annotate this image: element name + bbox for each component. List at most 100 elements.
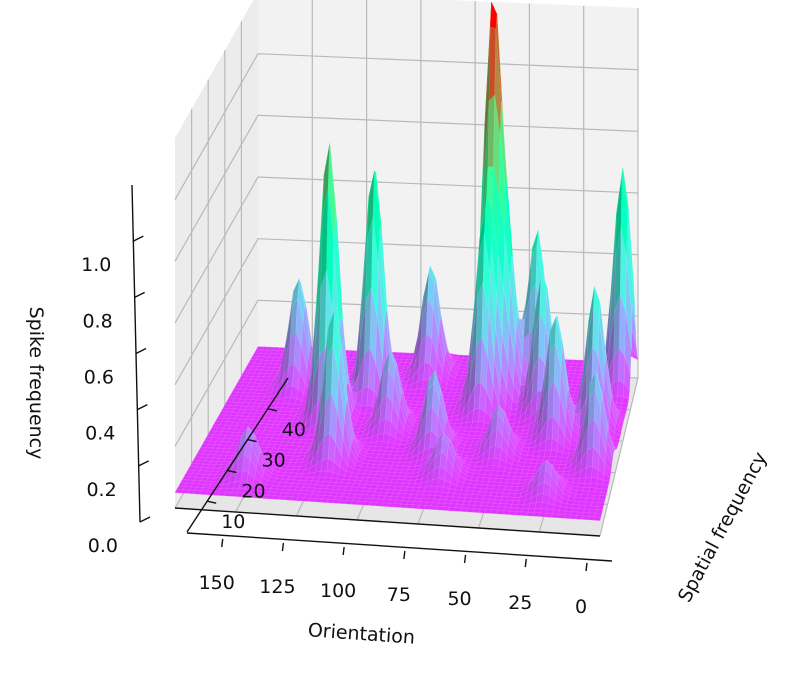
left-pane — [175, 0, 258, 508]
surface-cell — [540, 508, 548, 514]
surface-cell — [592, 495, 601, 500]
x-tick — [221, 538, 224, 548]
z-tick-label: 1.0 — [81, 254, 111, 276]
surface-cell — [589, 483, 597, 489]
z-tick — [133, 235, 144, 242]
surface-cell — [599, 491, 608, 497]
z-tick — [134, 291, 145, 298]
surface-cell — [496, 510, 505, 515]
z-grid-line — [174, 53, 639, 200]
x-tick — [281, 542, 285, 552]
surface-cell — [593, 491, 602, 496]
z-tick — [138, 460, 149, 467]
surface-cell — [514, 511, 523, 516]
surface-cell — [552, 509, 560, 515]
x-tick-label: 0 — [575, 596, 587, 618]
surface-cell — [504, 485, 512, 491]
surface-cell — [501, 475, 509, 480]
surface-cell — [577, 482, 585, 488]
surface-cell — [532, 512, 541, 517]
y-axis-title: Spatial frequency — [674, 448, 772, 606]
surface-cell — [549, 449, 558, 458]
x-tick-label: 25 — [508, 592, 532, 614]
surface-cell — [600, 488, 608, 493]
surface-cell — [508, 510, 517, 516]
x-tick — [463, 554, 467, 564]
surface-cell — [546, 508, 554, 515]
surface-cell — [576, 486, 585, 492]
surface-cell — [575, 515, 583, 520]
surface-cell — [586, 446, 594, 468]
surface-cell — [510, 503, 519, 509]
x-tick-label: 150 — [199, 572, 235, 594]
surface-cell — [522, 503, 531, 509]
surface-cell — [588, 512, 596, 517]
z-grid-line — [174, 114, 639, 262]
x-tick-label: 75 — [387, 584, 411, 606]
surface-cell — [583, 482, 591, 488]
surface-cell — [548, 456, 557, 462]
surface-cell — [578, 504, 586, 510]
surface-cell — [566, 503, 574, 509]
surface-cell — [578, 477, 586, 484]
surface-cell — [582, 512, 590, 517]
surface-cell — [553, 460, 562, 465]
surface-cell — [572, 504, 580, 509]
surface-cell — [584, 505, 592, 510]
x-axis-spine — [186, 532, 613, 562]
z-grid-line — [174, 176, 639, 324]
surface-cell — [585, 498, 594, 503]
surface-cell — [585, 466, 593, 478]
z-tick-label: 0.8 — [82, 310, 112, 332]
surface-cell — [533, 508, 542, 514]
surface-cell — [521, 508, 530, 513]
surface-cell — [563, 514, 571, 519]
surface-cell — [581, 490, 590, 496]
y-tick-label: 10 — [221, 511, 245, 533]
surface-cell — [492, 502, 501, 508]
surface-cell — [526, 511, 535, 517]
surface-cell — [597, 502, 605, 507]
z-tick — [135, 347, 147, 355]
surface-cell — [590, 477, 598, 485]
surface-cell — [576, 511, 584, 517]
surface-cell — [588, 487, 596, 492]
surface-cell — [582, 487, 591, 492]
z-tick-label: 0.0 — [88, 535, 118, 557]
surface-cell — [573, 500, 581, 506]
surface-cell — [571, 507, 579, 513]
x-tick — [585, 562, 588, 572]
y-tick-label: 40 — [282, 419, 306, 441]
surface-cell — [594, 487, 602, 493]
surface-cell — [584, 477, 592, 484]
z-tick — [139, 516, 151, 523]
surface-cell — [583, 508, 591, 514]
surface-cell — [579, 497, 588, 503]
surface-cell — [598, 495, 607, 500]
surface-cell — [503, 507, 512, 512]
z-tick-label: 0.6 — [84, 367, 114, 389]
surface-cell — [551, 513, 559, 519]
z-tick — [137, 404, 148, 411]
surface-mesh — [174, 2, 639, 521]
surface-cell — [565, 507, 573, 512]
surface-cell — [616, 395, 624, 404]
surface-cell — [558, 464, 567, 469]
surface-cell — [515, 507, 524, 513]
x-tick — [524, 558, 527, 568]
surface-cell — [557, 514, 565, 519]
surface-cell — [595, 483, 603, 489]
surface-cell — [581, 515, 589, 521]
y-tick-label: 20 — [241, 480, 265, 502]
surface-cell — [596, 505, 604, 511]
surface-cell — [509, 489, 517, 494]
surface-cell — [541, 502, 549, 510]
surface-cell — [601, 484, 609, 490]
surface-cell — [572, 478, 580, 484]
surface-cell — [594, 512, 602, 518]
surface-cell — [569, 514, 577, 520]
surface-cell — [586, 494, 595, 500]
surface-cell — [570, 511, 578, 516]
x-tick-label: 50 — [447, 588, 471, 610]
x-tick-label: 125 — [259, 576, 295, 598]
